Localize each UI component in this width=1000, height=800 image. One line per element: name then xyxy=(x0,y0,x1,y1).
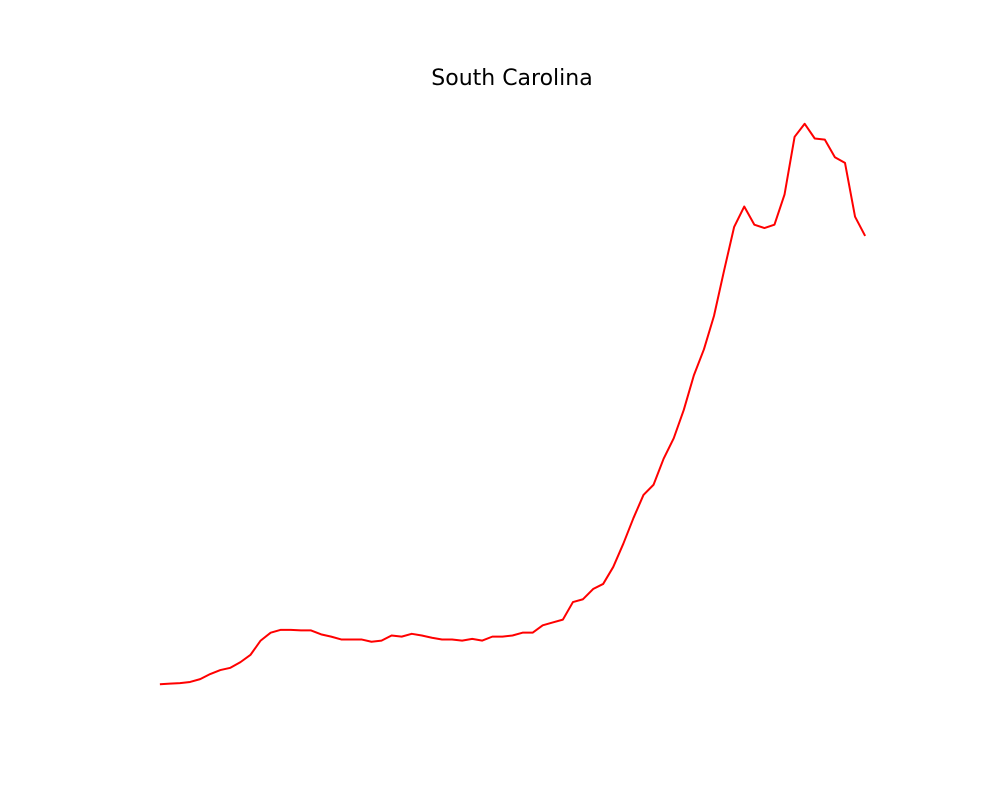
data-line xyxy=(159,122,867,686)
chart-title: South Carolina xyxy=(431,66,592,91)
